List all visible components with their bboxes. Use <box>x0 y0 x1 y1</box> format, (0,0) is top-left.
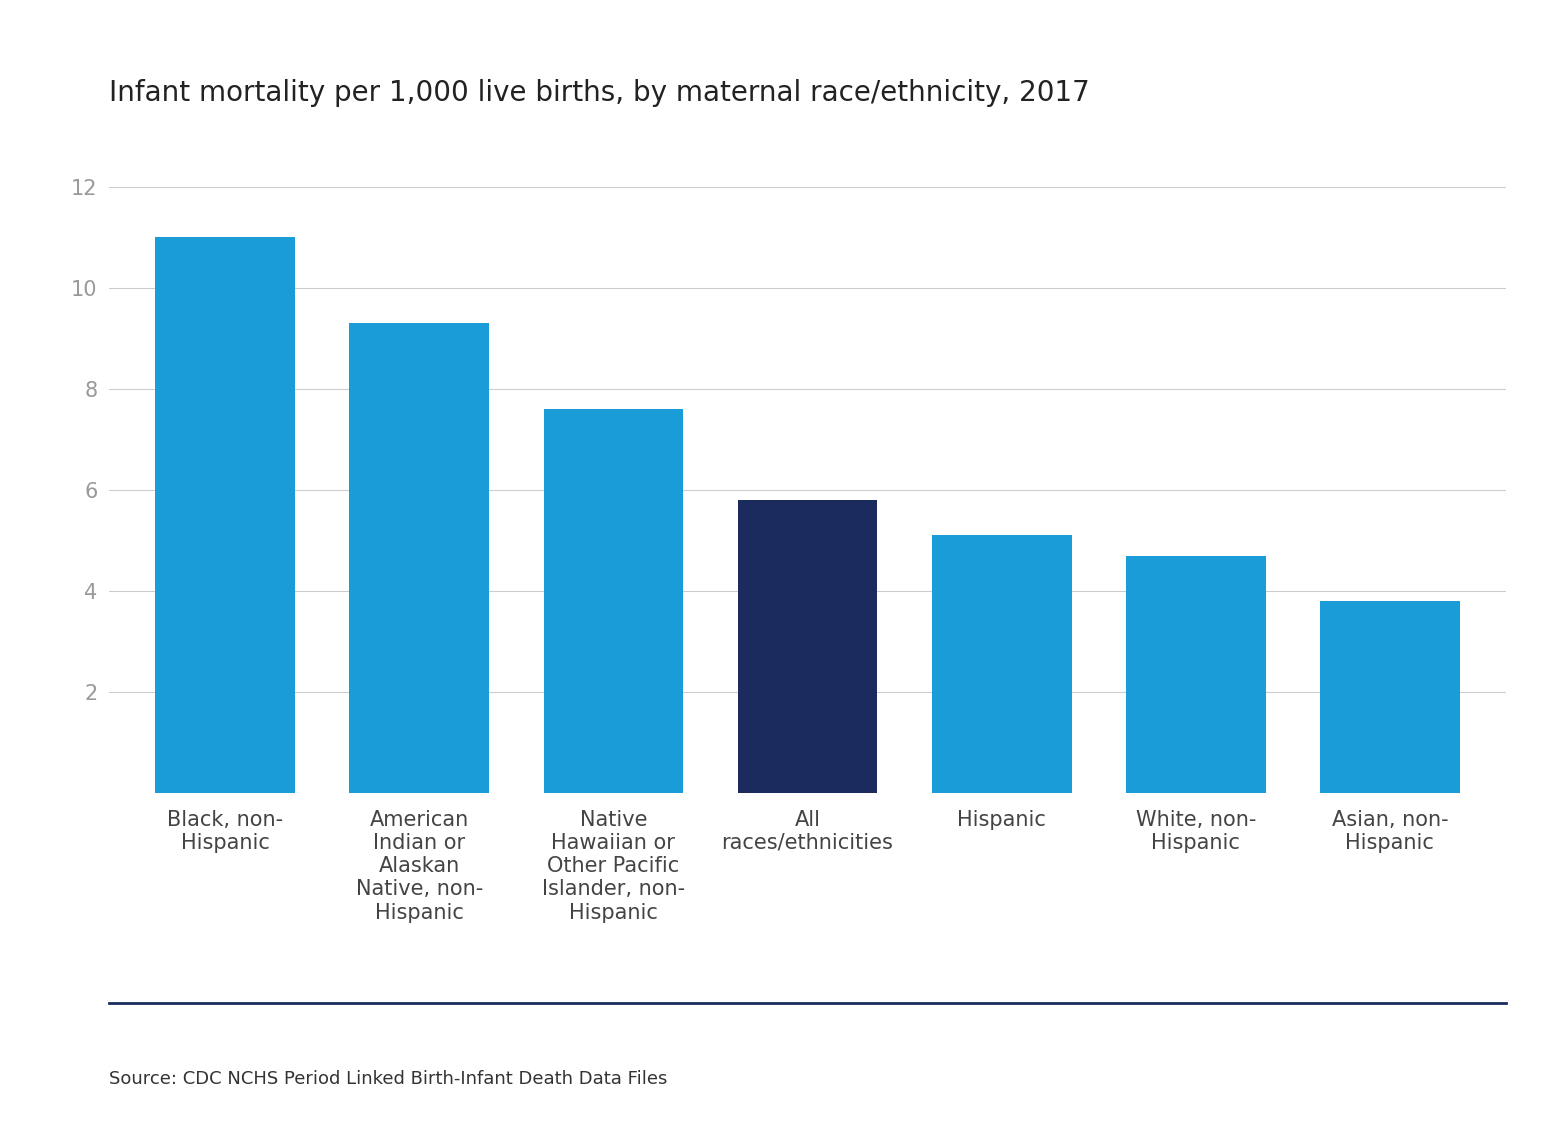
Bar <box>932 535 1072 793</box>
Text: Infant mortality per 1,000 live births, by maternal race/ethnicity, 2017: Infant mortality per 1,000 live births, … <box>109 79 1090 108</box>
Bar <box>1320 600 1460 793</box>
Text: Source: CDC NCHS Period Linked Birth-Infant Death Data Files: Source: CDC NCHS Period Linked Birth-Inf… <box>109 1070 668 1088</box>
Bar <box>544 409 683 793</box>
Bar <box>1126 555 1266 793</box>
Bar <box>738 500 877 793</box>
Bar <box>155 237 295 793</box>
Bar <box>349 323 489 793</box>
